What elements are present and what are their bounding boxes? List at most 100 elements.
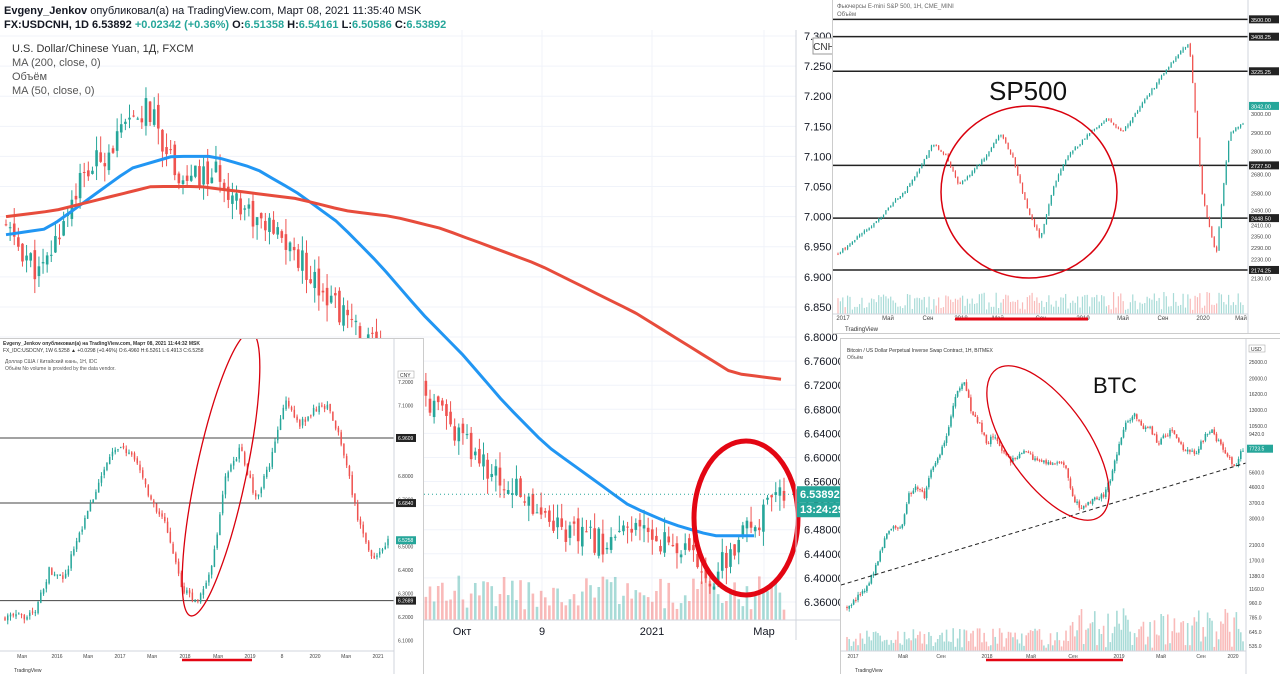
volume-bar	[978, 628, 981, 651]
cny-highlight-ellipse	[181, 339, 261, 617]
legend-ma200[interactable]: MA (200, close, 0)	[12, 57, 101, 69]
btc-currency-badge	[1248, 344, 1266, 353]
volume-bar	[655, 590, 658, 620]
sp500-price-label: 2900.00	[1251, 131, 1271, 137]
volume-bar	[1017, 299, 1019, 314]
candle-body	[729, 549, 732, 567]
published-info: опубликовал(а) на TradingView.com, Март …	[90, 5, 422, 17]
candle-body	[914, 486, 917, 491]
candle-body	[992, 436, 994, 438]
volume-bar	[1138, 629, 1140, 651]
btc-chart-canvas[interactable]: Bitcoin / US Dollar Perpetual Inverse Sw…	[841, 339, 1280, 674]
candle-body	[1049, 462, 1052, 465]
candle-body	[855, 599, 857, 601]
candle-body	[9, 614, 12, 617]
usdcny-chart-canvas[interactable]: Evgeny_Jenkov опубликовал(а) на TradingV…	[0, 339, 424, 674]
candle-body	[56, 574, 59, 576]
volume-bar	[1172, 293, 1175, 314]
candle-body	[239, 198, 242, 215]
candle-body	[983, 159, 985, 161]
candle-body	[218, 165, 222, 182]
volume-bar	[494, 606, 498, 620]
candle-body	[329, 295, 333, 303]
candle-body	[725, 552, 728, 569]
volume-bar	[432, 601, 436, 620]
candle-body	[875, 221, 877, 223]
volume-bar	[1120, 293, 1122, 314]
volume-bar	[990, 306, 992, 314]
candle-body	[321, 405, 323, 407]
candle-body	[152, 109, 156, 125]
candle-body	[243, 452, 246, 465]
volume-bar	[1115, 307, 1117, 314]
candle-body	[230, 464, 232, 472]
candle-body	[288, 242, 292, 252]
candle-body	[45, 581, 48, 589]
btc-price-label: 785.0	[1249, 616, 1262, 622]
candle-body	[1005, 137, 1007, 143]
candle-body	[976, 416, 979, 423]
candle-body	[183, 586, 185, 593]
volume-bar	[874, 631, 877, 651]
candle-body	[144, 98, 148, 126]
countdown-badge	[797, 502, 840, 518]
candle-body	[1153, 87, 1155, 90]
volume-bar	[933, 299, 935, 314]
volume-bar	[704, 576, 708, 620]
candle-body	[1168, 67, 1170, 70]
legend-volume[interactable]: Объём	[12, 71, 48, 83]
candle-body	[934, 462, 937, 467]
candle-body	[264, 220, 267, 231]
candle-body	[1115, 124, 1117, 128]
volume-bar	[1098, 301, 1100, 314]
volume-bar	[1211, 620, 1213, 651]
candle-body	[1132, 117, 1134, 123]
author-name[interactable]: Evgeny_Jenkov	[4, 5, 88, 17]
btc-time-label: 2019	[1113, 654, 1124, 660]
candle-body	[114, 449, 116, 453]
legend-ma50[interactable]: MA (50, close, 0)	[12, 85, 95, 97]
candle-body	[1096, 128, 1098, 130]
sp500-level-badge-text: 2174.25	[1251, 268, 1271, 274]
volume-bar	[1213, 646, 1216, 651]
volume-bar	[863, 643, 866, 651]
candle-body	[1175, 434, 1178, 439]
volume-bar	[966, 298, 969, 314]
candle-body	[650, 529, 654, 540]
sp500-chart-canvas[interactable]: Фьючерсы E-mini S&P 500, 1Н, CME_MINI Объ…	[833, 0, 1280, 334]
sp500-volume-label: Объём	[837, 12, 856, 18]
candle-body	[304, 419, 307, 422]
volume-bar	[904, 305, 906, 314]
volume-bar	[741, 606, 745, 620]
usdcnh-chart-canvas[interactable]: 7.30007.25007.20007.15007.10007.05007.00…	[0, 0, 840, 640]
candle-body	[568, 525, 572, 538]
cny-price-label: 6.8000	[398, 474, 414, 480]
volume-bar	[1012, 301, 1014, 314]
candle-body	[976, 165, 978, 170]
candle-body	[1172, 61, 1175, 63]
candle-body	[1206, 205, 1208, 218]
volume-bar	[1133, 633, 1136, 651]
candle-body	[1117, 127, 1119, 129]
volume-bar	[971, 298, 973, 314]
candle-body	[1162, 435, 1165, 439]
volume-bar	[1148, 298, 1151, 314]
candle-body	[277, 429, 279, 441]
candle-body	[1146, 96, 1148, 100]
volume-bar	[1005, 638, 1008, 651]
candle-body	[296, 416, 298, 421]
candle-body	[1187, 44, 1189, 48]
candle-body	[221, 494, 224, 514]
candle-body	[359, 519, 362, 525]
candle-body	[741, 525, 745, 538]
cny-currency-badge	[397, 370, 415, 379]
candle-body	[634, 522, 638, 530]
candle-body	[774, 492, 778, 495]
candle-body	[1163, 73, 1165, 76]
candle-body	[130, 452, 133, 455]
volume-bar	[445, 600, 448, 620]
candle-body	[1160, 438, 1162, 445]
sp500-price-label: 2800.00	[1251, 150, 1271, 156]
candle-body	[441, 400, 444, 406]
candle-body	[1062, 164, 1064, 170]
